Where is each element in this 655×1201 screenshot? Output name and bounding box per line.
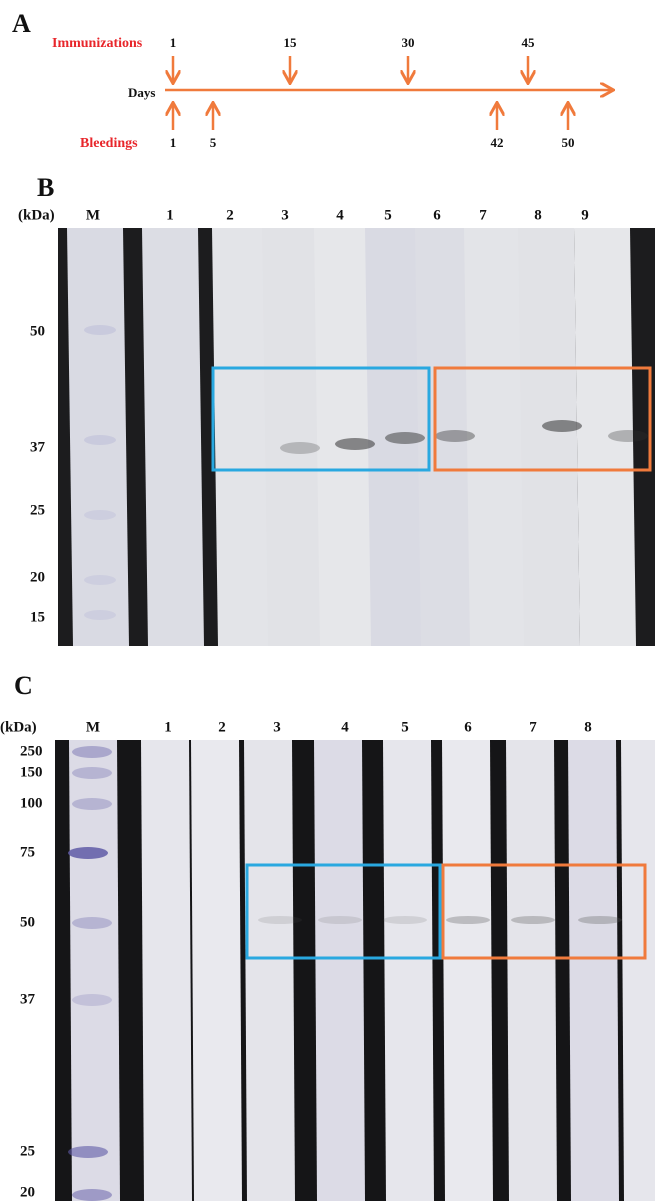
strip [262,228,324,646]
ladder-band [72,767,112,779]
ladder-band [84,325,116,335]
ladder-band [72,746,112,758]
marker-label: 25 [30,502,45,518]
lane-label: 7 [479,207,487,223]
band [318,916,362,924]
band [385,432,425,444]
marker-label: 100 [20,795,43,811]
marker-label: 75 [20,844,35,860]
strip [141,740,192,1201]
ladder-band [84,610,116,620]
day-label: 5 [210,135,217,150]
panel-label: C [14,671,33,700]
band [335,438,375,450]
strip [415,228,477,646]
ladder-band [68,847,108,859]
unit-label: (kDa) [18,207,55,223]
strip [506,740,557,1201]
day-label: 15 [284,35,298,50]
lane-label: 3 [281,207,289,223]
marker-label: 15 [30,609,45,625]
strip [518,228,580,646]
marker-label: 20 [30,569,45,585]
lane-label: 6 [464,719,472,735]
strip [244,740,295,1201]
ladder-band [84,435,116,445]
strip [621,740,655,1201]
strip [464,228,526,646]
highlight-box [441,863,647,960]
lane-label: 4 [336,207,344,223]
lane-label: 8 [534,207,542,223]
ladder-band [72,917,112,929]
lane-label: M [86,207,100,223]
highlight-box [211,366,431,472]
marker-label: 37 [20,991,36,1007]
strip [314,740,365,1201]
band [280,442,320,454]
panel-label: B [37,173,54,202]
ladder-band [84,510,116,520]
band [542,420,582,432]
day-label: 50 [562,135,575,150]
day-label: 1 [170,135,177,150]
band [578,916,622,924]
lane-label: 7 [529,719,537,735]
marker-label: 150 [20,764,43,780]
marker-label: 50 [30,323,45,339]
strip [383,740,434,1201]
band [258,916,302,924]
strip [568,740,619,1201]
strip [314,228,376,646]
band [435,430,475,442]
band [446,916,490,924]
ladder-band [84,575,116,585]
marker-label: 20 [20,1184,35,1200]
highlight-box [433,366,652,472]
day-label: 42 [491,135,504,150]
strip [574,228,636,646]
lane-label: 5 [384,207,392,223]
day-label: 45 [522,35,536,50]
marker-label: 250 [20,743,43,759]
highlight-box [245,863,442,960]
row-label: Immunizations [52,36,143,51]
strip [142,228,204,646]
marker-label: 25 [20,1143,35,1159]
axis-label: Days [128,85,155,100]
lane-label: 1 [164,719,172,735]
lane-label: 8 [584,719,592,735]
lane-label: 3 [273,719,281,735]
panel-label: A [12,9,31,38]
marker-label: 37 [30,439,46,455]
day-label: 1 [170,35,177,50]
lane-label: 5 [401,719,409,735]
lane-label: 2 [226,207,234,223]
ladder-band [72,798,112,810]
band [383,916,427,924]
ladder-band [72,1189,112,1201]
band [608,430,648,442]
lane-label: M [86,719,100,735]
ladder-band [72,994,112,1006]
lane-label: 6 [433,207,441,223]
ladder-band [68,1146,108,1158]
row-label: Bleedings [80,136,138,151]
strip [67,228,129,646]
band [511,916,555,924]
unit-label: (kDa) [0,719,37,735]
strip [442,740,493,1201]
lane-label: 9 [581,207,589,223]
strip [212,228,274,646]
day-label: 30 [402,35,415,50]
lane-label: 4 [341,719,349,735]
lane-label: 2 [218,719,226,735]
strip [191,740,242,1201]
marker-label: 50 [20,914,35,930]
lane-label: 1 [166,207,174,223]
